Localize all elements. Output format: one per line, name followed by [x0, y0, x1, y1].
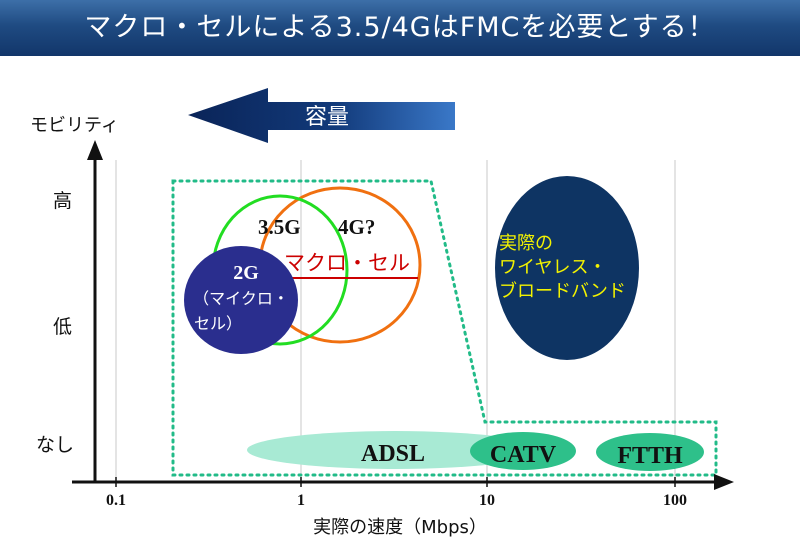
wireless-broadband-ellipse: [495, 176, 639, 360]
x-axis-arrowhead: [714, 474, 734, 490]
slide-title: マクロ・セルによる3.5/4GはFMCを必要とする！: [0, 0, 800, 56]
3.5g-label: 3.5G: [258, 215, 301, 239]
capacity-arrow: [188, 88, 455, 143]
catv-ellipse: [470, 432, 576, 470]
y-tick-high: 高: [53, 190, 72, 212]
y-tick-low: 低: [53, 316, 72, 338]
ftth-ellipse: [596, 433, 704, 471]
wireless-label-line1: 実際の: [499, 233, 553, 254]
wireless-label-line3: ブロードバンド: [499, 280, 626, 302]
fmc-dotted-region: [171, 179, 718, 477]
x-tick-label-100: 100: [663, 492, 687, 509]
2g-sub-line2: セル）: [194, 314, 242, 333]
macro-cell-label: マクロ・セル: [284, 251, 410, 275]
2g-label: 2G: [233, 262, 259, 284]
4g-label: 4G?: [338, 215, 375, 239]
micro-cell-circle: [184, 246, 298, 354]
capacity-label: 容量: [305, 105, 349, 130]
catv-label: CATV: [490, 442, 557, 468]
x-tick-label-10: 10: [479, 492, 495, 509]
ftth-label: FTTH: [617, 443, 683, 469]
x-tick-label-1: 1: [297, 492, 305, 509]
y-axis-arrowhead: [87, 140, 103, 160]
x-axis-label: 実際の速度（Mbps）: [313, 517, 487, 538]
adsl-ellipse: [247, 431, 543, 469]
y-axis-label: モビリティ: [30, 115, 119, 136]
y-tick-none: なし: [36, 434, 74, 456]
x-tick-label-0.1: 0.1: [106, 492, 126, 509]
wireless-label-line2: ワイヤレス・: [499, 257, 606, 278]
adsl-label: ADSL: [361, 441, 425, 467]
2g-sub-line1: （マイクロ・: [193, 289, 289, 308]
